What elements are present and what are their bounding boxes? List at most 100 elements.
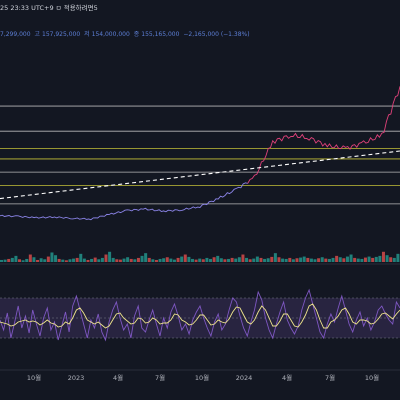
volume-bar: [126, 257, 130, 262]
volume-bar: [338, 257, 342, 262]
volume-bar: [165, 257, 169, 262]
time-axis-tick-label: 10월: [365, 373, 379, 382]
volume-bar: [147, 257, 151, 262]
volume-bar: [241, 254, 245, 262]
time-axis-tick-label: 10월: [195, 373, 209, 382]
volume-bar: [342, 258, 346, 262]
volume-bar: [227, 258, 231, 262]
volume-bar: [263, 258, 267, 262]
volume-bar: [335, 255, 339, 262]
volume-panel: [0, 251, 400, 262]
volume-bar: [82, 258, 86, 262]
volume-bar: [118, 259, 122, 262]
volume-bar: [169, 258, 173, 262]
volume-bar: [320, 257, 324, 262]
volume-bar: [281, 258, 285, 262]
volume-bar: [180, 256, 184, 262]
trend-line: [0, 150, 400, 200]
volume-bar: [345, 256, 349, 262]
volume-bar: [57, 258, 61, 262]
ohlc-high: 157,925,000: [42, 31, 81, 38]
time-axis-tick-label: 10월: [27, 373, 41, 382]
ohlc-change: −2,165,000 (−1.38%): [183, 31, 250, 38]
time-axis-tick-label: 7월: [325, 373, 335, 382]
volume-bar: [14, 255, 18, 262]
volume-bar: [327, 258, 331, 262]
volume-bar: [39, 258, 43, 262]
volume-bar: [349, 254, 353, 262]
volume-bar: [75, 257, 79, 262]
volume-bar: [295, 258, 299, 262]
volume-bar: [162, 258, 166, 262]
volume-bar: [108, 251, 112, 262]
oscillator-panel: [0, 288, 400, 342]
volume-bar: [194, 259, 198, 262]
volume-bar: [172, 259, 176, 262]
volume-bar: [54, 255, 58, 262]
volume-bar: [363, 257, 367, 262]
volume-bar: [176, 257, 180, 262]
volume-bar: [21, 260, 25, 262]
volume-bar: [64, 260, 68, 262]
volume-bar: [324, 258, 328, 262]
time-axis-tick-label: 2024: [236, 374, 253, 382]
volume-bar: [3, 259, 7, 262]
volume-bar: [111, 257, 115, 262]
volume-bar: [32, 257, 36, 262]
volume-bar: [136, 257, 140, 262]
volume-bar: [223, 259, 227, 262]
volume-bar: [187, 256, 191, 262]
ohlc-open: 7,299,000: [0, 31, 31, 38]
volume-bar: [28, 254, 32, 262]
volume-bar: [144, 253, 148, 262]
volume-bar: [201, 259, 205, 262]
oscillator-line: [0, 288, 400, 342]
ohlc-low-label: 저: [84, 31, 90, 38]
price-panel: [0, 86, 400, 221]
volume-bar: [302, 256, 306, 262]
volume-bar: [61, 259, 65, 262]
volume-bar: [309, 258, 313, 262]
ohlc-high-label: 고: [34, 31, 40, 38]
volume-bar: [230, 257, 234, 262]
volume-bar: [266, 258, 270, 262]
volume-bar: [46, 256, 50, 262]
volume-bar: [270, 256, 274, 262]
volume-bar: [277, 257, 281, 262]
volume-bar: [385, 255, 389, 262]
volume-bar: [97, 259, 101, 262]
volume-bar: [367, 256, 371, 262]
volume-bar: [129, 258, 133, 262]
volume-bar: [50, 252, 54, 262]
oscillator-signal-line: [0, 303, 400, 329]
volume-bar: [234, 258, 238, 262]
volume-bar: [392, 257, 396, 262]
volume-bar: [100, 257, 104, 262]
volume-bar: [205, 257, 209, 262]
header-ohlc: 7,299,000 고 157,925,000 저 154,000,000 종 155…: [0, 29, 400, 38]
volume-bar: [255, 256, 259, 262]
volume-bar: [245, 257, 249, 262]
volume-bar: [7, 258, 11, 262]
price-series-line: [0, 182, 248, 221]
volume-bar: [0, 259, 3, 262]
volume-bar: [122, 258, 126, 262]
volume-bar: [104, 254, 108, 262]
volume-bar: [306, 257, 310, 262]
volume-bar: [18, 259, 22, 262]
volume-bar: [317, 258, 321, 262]
time-axis-tick-label: 7월: [155, 373, 165, 382]
volume-bar: [36, 259, 40, 262]
volume-bar: [86, 259, 90, 262]
volume-bar: [360, 258, 364, 262]
volume-bar: [93, 257, 97, 262]
volume-bar: [291, 259, 295, 262]
volume-bar: [396, 253, 400, 262]
volume-bar: [284, 258, 288, 262]
ohlc-low: 154,000,000: [91, 31, 130, 38]
volume-bar: [72, 258, 76, 262]
volume-bar: [10, 257, 14, 262]
volume-bar: [79, 253, 83, 262]
